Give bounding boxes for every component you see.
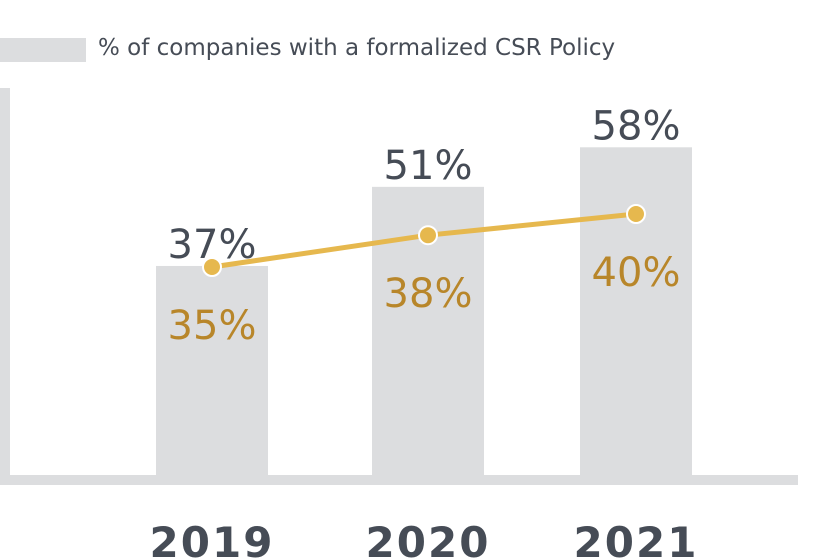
line-value-label-2019: 35% xyxy=(168,303,257,349)
legend-label: % of companies with a formalized CSR Pol… xyxy=(98,35,616,61)
line-point-2019 xyxy=(202,257,222,277)
line-group xyxy=(202,204,646,277)
bar-2021 xyxy=(580,147,692,476)
bar-2019 xyxy=(156,265,268,475)
line-point-2021 xyxy=(626,204,646,224)
line-point-2020 xyxy=(418,225,438,246)
bar-value-label-2019: 37% xyxy=(168,222,257,268)
x-tick-label-2021: 2021 xyxy=(574,518,699,560)
bar-value-label-2020: 51% xyxy=(384,143,473,189)
line-value-label-2021: 40% xyxy=(592,250,681,296)
bar-value-label-2021: 58% xyxy=(592,103,681,149)
labels-group: 37% 51% 58% 35% 38% 40% 2019 2020 2021 xyxy=(150,103,699,560)
legend-swatch xyxy=(0,38,86,62)
y-axis-line xyxy=(0,88,10,475)
x-axis-line xyxy=(0,475,798,485)
x-tick-label-2020: 2020 xyxy=(366,518,491,560)
line-value-label-2020: 38% xyxy=(384,271,473,317)
x-tick-label-2019: 2019 xyxy=(150,518,275,560)
bars-group xyxy=(156,147,692,476)
